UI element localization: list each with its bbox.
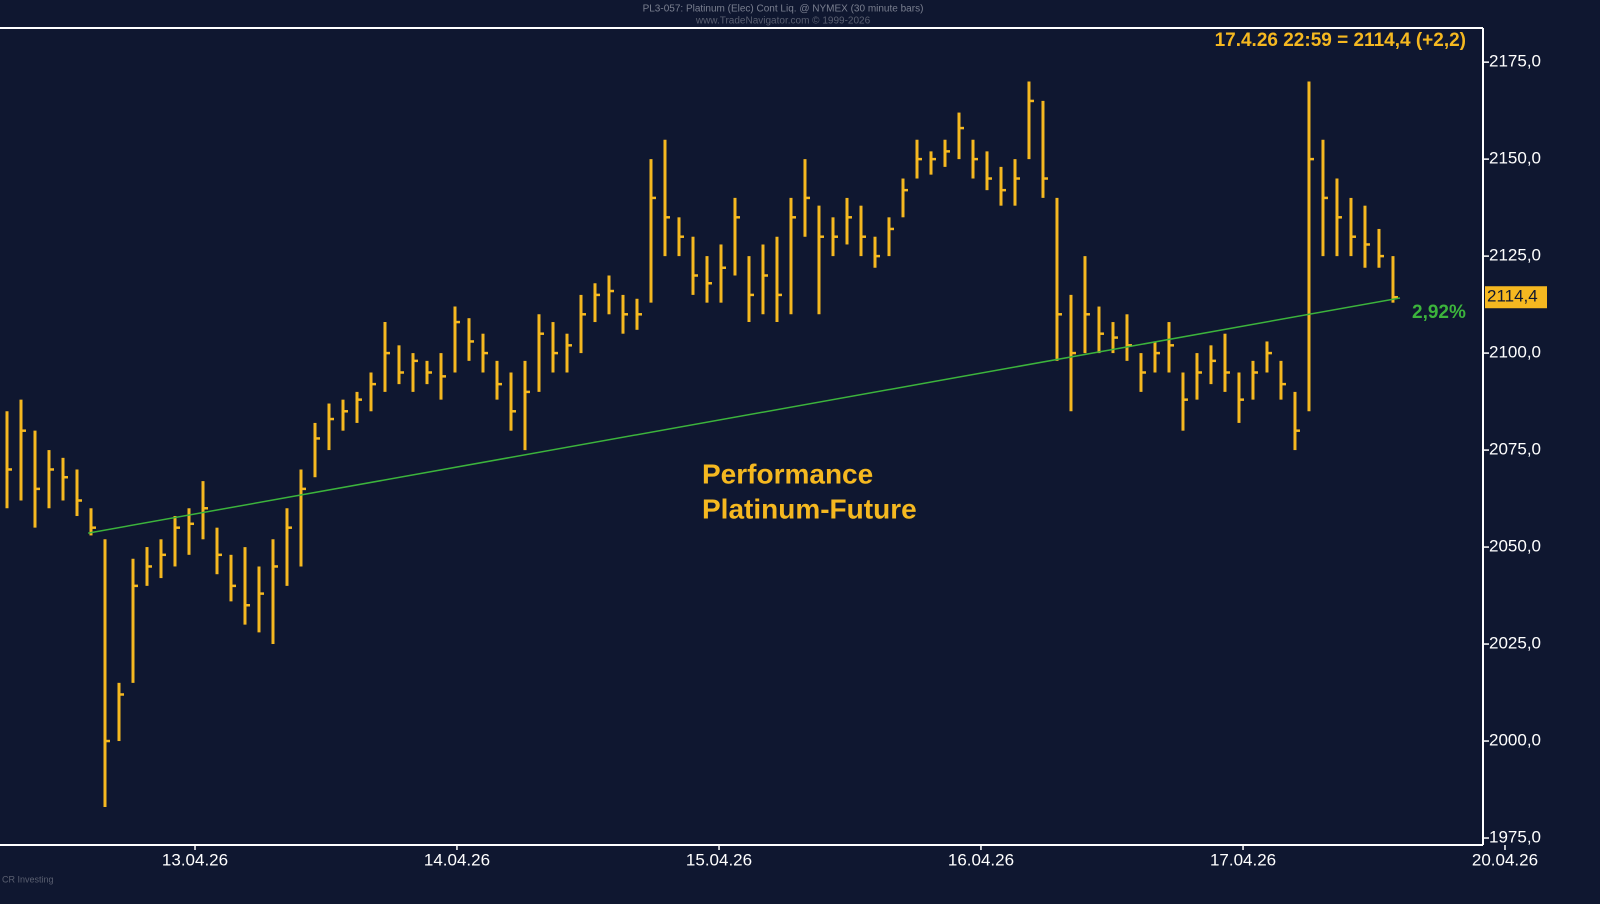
y-tick-label: 1975,0: [1489, 828, 1541, 847]
footer: CR Investing: [2, 874, 54, 884]
last-price-label: 2114,4: [1487, 287, 1538, 306]
y-tick-label: 2000,0: [1489, 731, 1541, 750]
x-tick-label: 15.04.26: [686, 850, 752, 869]
trend-line: [88, 297, 1401, 534]
y-tick-label: 2175,0: [1489, 52, 1541, 71]
trend-change-label: 2,92%: [1412, 302, 1466, 323]
chart-subtitle: www.TradeNavigator.com © 1999-2026: [695, 16, 871, 27]
x-tick-label: 13.04.26: [162, 850, 228, 869]
chart-title: PL3-057: Platinum (Elec) Cont Liq. @ NYM…: [643, 4, 924, 15]
y-tick-label: 2050,0: [1489, 537, 1541, 556]
last-price-badge: [1485, 286, 1547, 309]
y-tick-label: 2100,0: [1489, 343, 1541, 362]
annotation: Platinum-Future: [702, 493, 917, 524]
y-tick-label: 2075,0: [1489, 440, 1541, 459]
x-tick-label: 17.04.26: [1210, 850, 1276, 869]
y-tick-label: 2025,0: [1489, 634, 1541, 653]
y-tick-label: 2150,0: [1489, 149, 1541, 168]
x-tick-label: 14.04.26: [424, 850, 490, 869]
annotation: Performance: [702, 458, 873, 489]
y-tick-label: 2125,0: [1489, 246, 1541, 265]
quote-label: 17.4.26 22:59 = 2114,4 (+2,2): [1215, 30, 1466, 51]
x-tick-label: 16.04.26: [948, 850, 1014, 869]
x-tick-label: 20.04.26: [1472, 850, 1538, 869]
